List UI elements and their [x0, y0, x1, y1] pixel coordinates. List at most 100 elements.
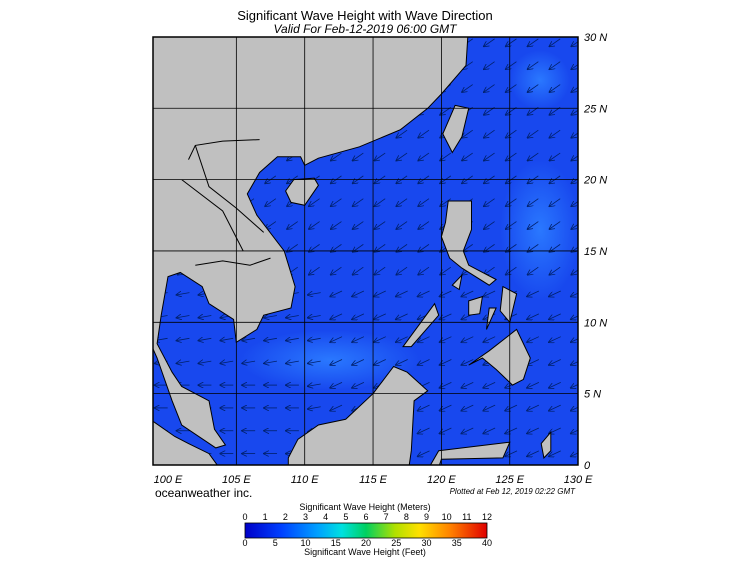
meters-tick: 3	[303, 512, 308, 522]
arrow	[528, 266, 539, 274]
axis-labels: 100 E 105 E 110 E 115 E 120 E 125 E 130 E 30 N 2…	[154, 32, 608, 486]
arrow	[462, 129, 473, 137]
arrow	[506, 38, 517, 46]
arrow	[571, 382, 578, 387]
subtitle: Valid For Feb-12-2019 06:00 GMT	[274, 22, 459, 36]
arrow	[528, 61, 539, 69]
arrow	[309, 221, 320, 229]
arrow	[309, 266, 320, 274]
arrow	[309, 198, 320, 206]
arrow	[527, 359, 540, 365]
arrow	[549, 336, 561, 342]
lat-label: 15 N	[584, 246, 607, 258]
arrow	[418, 221, 430, 229]
arrow	[484, 61, 495, 69]
arrow	[177, 315, 190, 317]
feet-tick: 35	[452, 538, 462, 548]
arrow	[571, 405, 578, 410]
meters-tick: 10	[442, 512, 452, 522]
arrow	[528, 84, 539, 92]
meters-tick: 0	[242, 512, 247, 522]
arrow	[199, 361, 212, 363]
arrow	[353, 266, 364, 274]
arrow	[418, 129, 430, 137]
arrow	[571, 222, 578, 229]
arrow	[528, 221, 539, 229]
landmass	[468, 295, 484, 316]
arrow	[550, 152, 561, 160]
arrow	[549, 313, 561, 319]
arrow	[418, 152, 430, 160]
arrow	[330, 381, 343, 387]
arrow	[352, 336, 365, 342]
arrow	[505, 404, 518, 410]
feet-tick: 20	[361, 538, 371, 548]
arrow	[396, 129, 408, 137]
arrow	[440, 198, 452, 206]
arrow	[549, 359, 561, 365]
arrow	[571, 62, 578, 69]
arrow	[461, 359, 474, 365]
arrow	[550, 266, 561, 274]
arrow	[528, 152, 539, 160]
arrow	[330, 290, 343, 296]
arrow	[571, 85, 578, 92]
arrow	[308, 338, 321, 340]
arrow	[418, 198, 430, 206]
lon-label: 100 E	[154, 474, 183, 486]
arrow	[527, 427, 540, 433]
arrow	[549, 450, 561, 456]
arrow	[527, 404, 540, 410]
meters-tick: 6	[363, 512, 368, 522]
arrow	[353, 198, 364, 206]
arrow	[527, 336, 540, 342]
lat-label: 5 N	[584, 389, 601, 401]
arrow	[308, 361, 321, 363]
arrow	[330, 359, 343, 365]
arrow	[374, 336, 386, 342]
arrow	[177, 293, 190, 295]
arrow	[527, 450, 540, 456]
arrow	[352, 359, 365, 365]
sea-patch	[510, 50, 570, 110]
arrow	[527, 381, 540, 387]
arrow	[396, 290, 408, 296]
arrow	[506, 129, 517, 137]
arrow	[199, 338, 212, 340]
meters-tick: 12	[482, 512, 492, 522]
arrow	[308, 407, 321, 409]
feet-tick: 5	[273, 538, 278, 548]
meters-tick: 7	[384, 512, 389, 522]
arrow	[483, 336, 496, 342]
arrow	[484, 198, 495, 206]
arrow	[506, 198, 517, 206]
arrow	[461, 336, 474, 342]
arrow	[242, 338, 256, 340]
feet-tick: 25	[391, 538, 401, 548]
landmass	[540, 430, 552, 459]
credit: oceanweather inc.	[155, 486, 252, 500]
arrow	[461, 290, 474, 296]
landmass	[451, 273, 463, 291]
lat-label: 0	[584, 460, 591, 472]
arrow	[506, 152, 517, 160]
landmass	[287, 365, 429, 465]
arrow	[505, 450, 518, 456]
lon-label: 105 E	[222, 474, 251, 486]
arrow	[308, 315, 321, 317]
arrow	[418, 336, 430, 342]
arrow	[483, 427, 496, 433]
meters-tick: 9	[424, 512, 429, 522]
arrow	[549, 290, 561, 296]
arrow	[571, 199, 578, 206]
arrow	[528, 129, 539, 137]
border	[188, 139, 260, 160]
landmass	[486, 307, 497, 330]
arrow	[571, 314, 578, 319]
arrow	[220, 338, 234, 340]
arrow	[396, 266, 408, 274]
arrow	[286, 361, 299, 363]
arrow	[396, 152, 408, 160]
arrow	[375, 198, 386, 206]
arrow	[396, 359, 408, 365]
